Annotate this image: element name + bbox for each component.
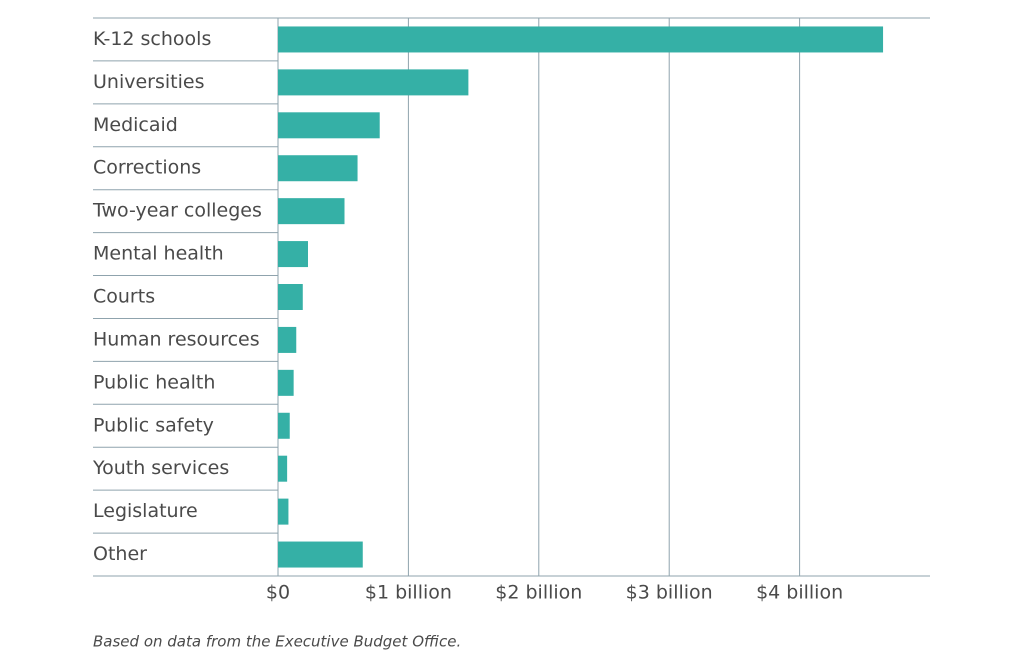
category-label: Courts bbox=[93, 286, 155, 308]
bar bbox=[278, 112, 380, 139]
category-label: Human resources bbox=[93, 328, 260, 350]
bar bbox=[278, 155, 358, 182]
x-tick-label: $1 billion bbox=[365, 582, 452, 604]
x-tick-label: $2 billion bbox=[495, 582, 582, 604]
x-tick-label: $0 bbox=[266, 582, 290, 604]
bar bbox=[278, 369, 294, 396]
category-label: Youth services bbox=[92, 457, 229, 479]
category-label: Two-year colleges bbox=[92, 200, 262, 222]
bar bbox=[278, 69, 469, 96]
category-label: Medicaid bbox=[93, 114, 178, 136]
bar bbox=[278, 26, 884, 53]
bar bbox=[278, 541, 363, 568]
category-label: Public health bbox=[93, 371, 215, 393]
bar bbox=[278, 326, 297, 353]
category-label: Other bbox=[93, 543, 147, 565]
category-label: K-12 schools bbox=[93, 28, 211, 50]
category-label: Public safety bbox=[93, 414, 214, 436]
category-label: Universities bbox=[93, 71, 204, 93]
bar bbox=[278, 498, 289, 525]
bar bbox=[278, 198, 345, 225]
bar bbox=[278, 284, 303, 310]
bar bbox=[278, 241, 308, 268]
x-tick-label: $4 billion bbox=[756, 582, 843, 604]
bar bbox=[278, 455, 288, 482]
source-note: Based on data from the Executive Budget … bbox=[93, 633, 461, 651]
category-label: Corrections bbox=[93, 157, 201, 179]
category-label: Legislature bbox=[93, 500, 198, 522]
category-label: Mental health bbox=[93, 243, 224, 265]
x-tick-label: $3 billion bbox=[626, 582, 713, 604]
bar bbox=[278, 412, 290, 439]
